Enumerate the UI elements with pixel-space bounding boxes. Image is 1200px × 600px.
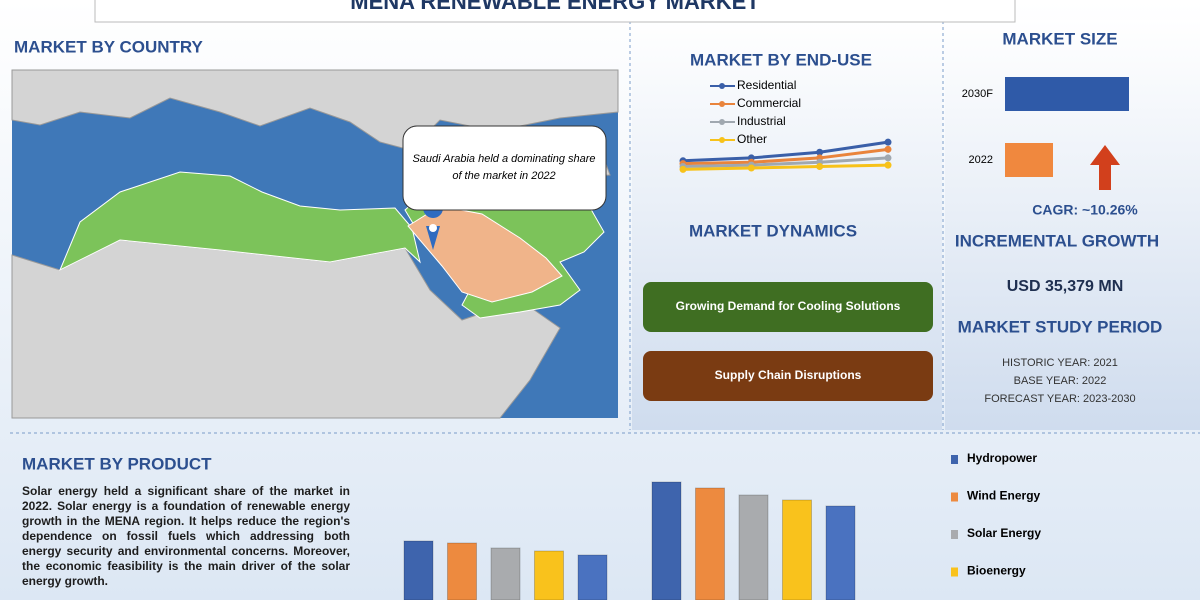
legend-label: Hydropower bbox=[967, 451, 1037, 465]
chart-title: MARKET BY END-USE bbox=[690, 50, 872, 69]
series-line bbox=[682, 156, 889, 169]
section-title: MARKET DYNAMICS bbox=[689, 221, 857, 240]
study-line: FORECAST YEAR: 2023-2030 bbox=[984, 393, 1135, 405]
bar bbox=[651, 481, 682, 600]
legend-marker bbox=[719, 101, 725, 107]
point bbox=[884, 138, 892, 146]
y-tick-label: 2030F bbox=[962, 88, 993, 100]
chart-title: MARKET BY PRODUCT bbox=[22, 454, 212, 473]
section-title: INCREMENTAL GROWTH bbox=[955, 231, 1159, 250]
bar bbox=[403, 540, 434, 600]
section-title: MARKET BY COUNTRY bbox=[14, 37, 204, 56]
point bbox=[747, 164, 755, 172]
y-tick-label: 2022 bbox=[969, 154, 993, 166]
incremental-value: USD 35,379 MN bbox=[1007, 278, 1124, 295]
arrow-icon bbox=[1090, 145, 1120, 190]
dynamic-box bbox=[643, 282, 933, 332]
legend-label: Industrial bbox=[737, 114, 786, 128]
bar bbox=[534, 550, 564, 600]
callout-line: of the market in 2022 bbox=[452, 170, 555, 182]
bar bbox=[695, 487, 725, 600]
point bbox=[816, 148, 824, 156]
series-line bbox=[682, 140, 889, 163]
legend-label: Residential bbox=[737, 78, 796, 92]
series-line bbox=[682, 147, 889, 166]
study-line: HISTORIC YEAR: 2021 bbox=[1002, 357, 1118, 369]
legend-label: Solar Energy bbox=[967, 526, 1041, 540]
legend-marker bbox=[719, 83, 725, 89]
map bbox=[11, 69, 619, 419]
callout-line: Saudi Arabia held a dominating share bbox=[412, 153, 595, 165]
bar bbox=[1005, 77, 1129, 111]
point bbox=[884, 145, 892, 153]
bar bbox=[447, 542, 477, 600]
header-box bbox=[94, 0, 1016, 23]
dynamic-label: Growing Demand for Cooling Solutions bbox=[676, 299, 901, 313]
cagr: CAGR: ~10.26% bbox=[1032, 202, 1138, 218]
section-title: MARKET STUDY PERIOD bbox=[958, 317, 1163, 336]
legend-label: Bioenergy bbox=[967, 564, 1026, 578]
series-line bbox=[682, 163, 889, 171]
dynamic-label: Supply Chain Disruptions bbox=[715, 368, 862, 382]
bar bbox=[782, 499, 812, 600]
dynamic-box bbox=[643, 351, 933, 401]
point bbox=[679, 165, 687, 173]
point bbox=[816, 163, 824, 171]
header-title: MENA RENEWABLE ENERGY MARKET bbox=[350, 0, 760, 14]
study-line: BASE YEAR: 2022 bbox=[1014, 375, 1107, 387]
legend-marker bbox=[719, 119, 725, 125]
legend-label: Wind Energy bbox=[967, 489, 1041, 503]
legend-swatch bbox=[951, 455, 958, 464]
bar bbox=[577, 554, 608, 600]
point bbox=[884, 161, 892, 169]
legend-label: Commercial bbox=[737, 96, 801, 110]
legend-swatch bbox=[951, 567, 958, 577]
bar bbox=[1005, 143, 1053, 177]
legend-swatch bbox=[951, 530, 958, 539]
bar bbox=[825, 505, 856, 600]
bar bbox=[490, 547, 521, 600]
legend-swatch bbox=[951, 492, 958, 502]
point bbox=[884, 154, 892, 162]
chart-title: MARKET SIZE bbox=[1002, 29, 1117, 48]
legend-marker bbox=[719, 137, 725, 143]
bar bbox=[738, 494, 769, 600]
legend-label: Other bbox=[737, 132, 767, 146]
product-text: Solar energy held a significant share of… bbox=[22, 484, 350, 588]
